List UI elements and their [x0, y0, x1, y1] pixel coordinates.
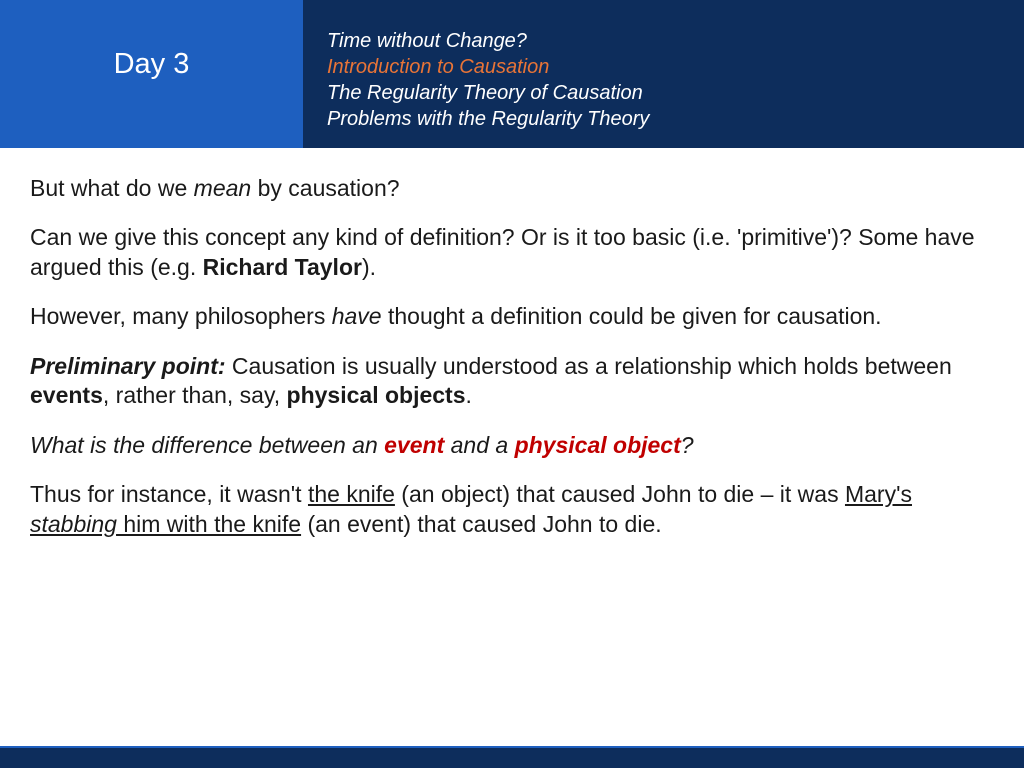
text-italic: ? — [681, 432, 694, 458]
text: , rather than, say, — [103, 382, 287, 408]
topic-line: Time without Change? — [327, 28, 1000, 54]
paragraph: Can we give this concept any kind of def… — [30, 223, 994, 282]
header-title-panel: Day 3 — [0, 0, 303, 148]
text: (an event) that caused John to die. — [301, 511, 662, 537]
text-bold: events — [30, 382, 103, 408]
paragraph: Preliminary point: Causation is usually … — [30, 352, 994, 411]
text: Can we give this concept any kind of def… — [30, 224, 975, 279]
text-italic: and a — [444, 432, 514, 458]
text: Thus for instance, it wasn't — [30, 481, 308, 507]
slide-body: But what do we mean by causation? Can we… — [0, 148, 1024, 579]
slide-footer-bar — [0, 746, 1024, 768]
text: thought a definition could be given for … — [382, 303, 882, 329]
text: by causation? — [251, 175, 399, 201]
day-title: Day 3 — [114, 48, 190, 81]
text: However, many philosophers — [30, 303, 332, 329]
text: ). — [362, 254, 376, 280]
text-italic: mean — [194, 175, 252, 201]
text-red-emphasis: physical object — [515, 432, 681, 458]
text: Causation is usually understood as a rel… — [226, 353, 952, 379]
text-bold: Richard Taylor — [203, 254, 362, 280]
paragraph: However, many philosophers have thought … — [30, 302, 994, 331]
text-italic: have — [332, 303, 382, 329]
paragraph: What is the difference between an event … — [30, 431, 994, 460]
slide-header: Day 3 Time without Change? Introduction … — [0, 0, 1024, 148]
text-bold-italic: Preliminary point: — [30, 353, 226, 379]
text-italic: What is the difference between an — [30, 432, 384, 458]
topic-line-active: Introduction to Causation — [327, 54, 1000, 80]
text-underline-italic: stabbing — [30, 511, 117, 537]
text: (an object) that caused John to die – it… — [395, 481, 845, 507]
text: . — [466, 382, 472, 408]
header-topics-panel: Time without Change? Introduction to Cau… — [303, 0, 1024, 148]
text-underline: the knife — [308, 481, 395, 507]
topic-line: Problems with the Regularity Theory — [327, 106, 1000, 132]
text-underline: him with the knife — [117, 511, 301, 537]
text-red-emphasis: event — [384, 432, 444, 458]
text-underline: Mary's — [845, 481, 912, 507]
text: But what do we — [30, 175, 194, 201]
text-bold: physical objects — [287, 382, 466, 408]
paragraph: Thus for instance, it wasn't the knife (… — [30, 480, 994, 539]
topic-line: The Regularity Theory of Causation — [327, 80, 1000, 106]
paragraph: But what do we mean by causation? — [30, 174, 994, 203]
